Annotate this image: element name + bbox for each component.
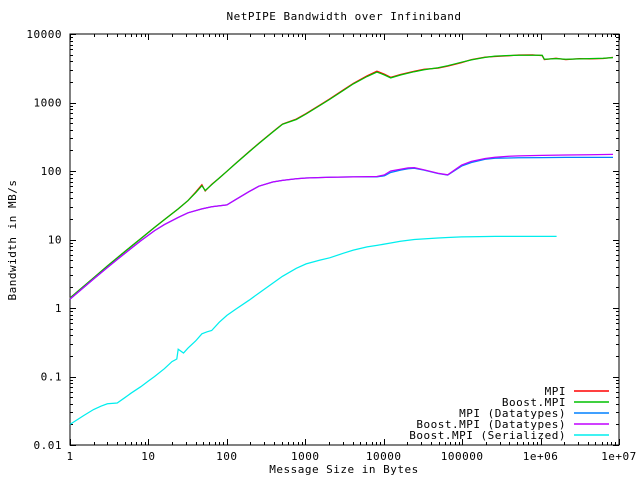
axes: 1 10 100 1000 10000 100000 1e+06 1e+07 0.01 0.1 1 1… (26, 28, 636, 463)
x-tick-label: 10 (141, 450, 155, 463)
y-tick-label: 100 (41, 165, 62, 178)
chart-title: NetPIPE Bandwidth over Infiniband (226, 10, 461, 23)
y-tick-label: 1 (55, 302, 62, 315)
y-tick-label: 0.01 (34, 439, 63, 452)
x-tick-label: 1e+07 (601, 450, 637, 463)
legend-label-boost-mpi: Boost.MPI (502, 396, 566, 409)
plot-border (69, 33, 620, 446)
y-tick-label: 10000 (26, 28, 62, 41)
x-tick-label: 10000 (366, 450, 402, 463)
data-series (69, 54, 614, 425)
legend-label-boost-mpi-serialized: Boost.MPI (Serialized) (409, 429, 566, 442)
x-tick-label: 1000 (291, 450, 320, 463)
y-axis-title: Bandwidth in MB/s (6, 179, 19, 300)
series-boost-mpi-datatypes (69, 153, 614, 300)
series-boost-mpi-serialized (69, 235, 557, 425)
legend-label-mpi: MPI (545, 385, 566, 398)
series-boost-mpi (69, 54, 614, 299)
y-tick-label: 1000 (34, 97, 63, 110)
x-tick-label: 100000 (441, 450, 484, 463)
x-tick-label: 100 (216, 450, 237, 463)
x-axis-title: Message Size in Bytes (269, 463, 419, 476)
x-tick-label: 1 (66, 450, 73, 463)
legend-label-boost-mpi-datatypes: Boost.MPI (Datatypes) (416, 418, 566, 431)
series-mpi-datatypes (69, 156, 613, 300)
y-tick-label: 0.1 (41, 371, 62, 384)
x-tick-label: 1e+06 (523, 450, 559, 463)
legend-label-mpi-datatypes: MPI (Datatypes) (459, 407, 566, 420)
y-tick-label: 10 (48, 234, 62, 247)
